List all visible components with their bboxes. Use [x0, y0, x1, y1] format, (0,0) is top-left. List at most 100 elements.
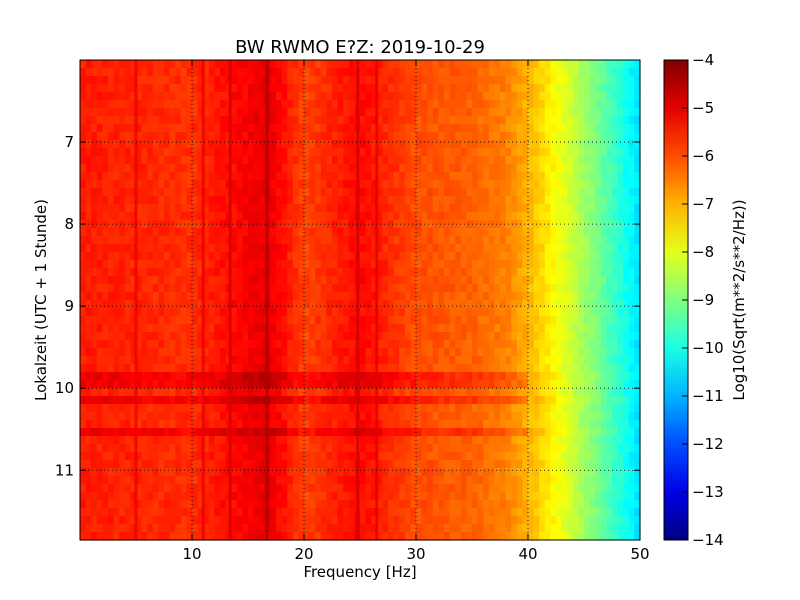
heatmap-cell: [623, 100, 630, 109]
heatmap-cell: [186, 356, 193, 365]
heatmap-cell: [628, 164, 635, 173]
heatmap-cell: [136, 292, 143, 301]
heatmap-cell: [343, 348, 350, 357]
heatmap-cell: [180, 284, 187, 293]
heatmap-cell: [80, 84, 87, 93]
heatmap-cell: [158, 124, 165, 133]
heatmap-cell: [477, 164, 484, 173]
heatmap-cell: [382, 252, 389, 261]
heatmap-cell: [130, 164, 137, 173]
heatmap-cell: [472, 60, 479, 69]
heatmap-cell: [348, 76, 355, 85]
heatmap-cell: [124, 284, 131, 293]
heatmap-cell: [438, 332, 445, 341]
heatmap-cell: [584, 252, 591, 261]
heatmap-cell: [348, 388, 355, 397]
heatmap-cell: [416, 284, 423, 293]
heatmap-cell: [281, 124, 288, 133]
heatmap-cell: [612, 444, 619, 453]
heatmap-cell: [376, 236, 383, 245]
heatmap-cell: [259, 420, 266, 429]
heatmap-cell: [550, 348, 557, 357]
heatmap-cell: [505, 388, 512, 397]
heatmap-cell: [136, 164, 143, 173]
heatmap-cell: [315, 164, 322, 173]
heatmap-cell: [388, 300, 395, 309]
heatmap-cell: [119, 412, 126, 421]
heatmap-cell: [584, 428, 591, 437]
heatmap-cell: [119, 164, 126, 173]
heatmap-cell: [365, 268, 372, 277]
heatmap-cell: [304, 364, 311, 373]
heatmap-cell: [438, 404, 445, 413]
heatmap-cell: [315, 332, 322, 341]
heatmap-cell: [550, 284, 557, 293]
heatmap-cell: [309, 132, 316, 141]
heatmap-cell: [113, 84, 120, 93]
heatmap-cell: [169, 332, 176, 341]
heatmap-cell: [617, 84, 624, 93]
heatmap-cell: [309, 148, 316, 157]
heatmap-cell: [500, 268, 507, 277]
heatmap-cell: [113, 276, 120, 285]
heatmap-cell: [360, 164, 367, 173]
heatmap-cell: [80, 140, 87, 149]
heatmap-cell: [141, 380, 148, 389]
heatmap-cell: [533, 292, 540, 301]
heatmap-cell: [158, 172, 165, 181]
heatmap-cell: [466, 300, 473, 309]
heatmap-cell: [320, 180, 327, 189]
heatmap-cell: [376, 452, 383, 461]
heatmap-cell: [96, 316, 103, 325]
heatmap-cell: [438, 388, 445, 397]
heatmap-cell: [528, 148, 535, 157]
heatmap-cell: [522, 396, 529, 405]
heatmap-cell: [539, 108, 546, 117]
heatmap-cell: [483, 172, 490, 181]
heatmap-cell: [320, 364, 327, 373]
heatmap-cell: [164, 428, 171, 437]
heatmap-cell: [259, 148, 266, 157]
heatmap-cell: [220, 84, 227, 93]
heatmap-cell: [91, 364, 98, 373]
heatmap-cell: [180, 164, 187, 173]
heatmap-cell: [220, 276, 227, 285]
heatmap-cell: [410, 452, 417, 461]
heatmap-cell: [584, 444, 591, 453]
heatmap-cell: [561, 308, 568, 317]
heatmap-cell: [309, 228, 316, 237]
heatmap-cell: [550, 380, 557, 389]
heatmap-cell: [494, 100, 501, 109]
heatmap-cell: [466, 356, 473, 365]
heatmap-cell: [404, 116, 411, 125]
heatmap-cell: [444, 452, 451, 461]
heatmap-cell: [511, 452, 518, 461]
heatmap-cell: [320, 260, 327, 269]
heatmap-cell: [220, 116, 227, 125]
heatmap-cell: [410, 268, 417, 277]
heatmap-cell: [600, 68, 607, 77]
heatmap-cell: [147, 412, 154, 421]
heatmap-cell: [326, 108, 333, 117]
heatmap-cell: [606, 148, 613, 157]
heatmap-cell: [628, 308, 635, 317]
heatmap-cell: [561, 364, 568, 373]
heatmap-cell: [623, 316, 630, 325]
heatmap-cell: [589, 116, 596, 125]
heatmap-cell: [337, 140, 344, 149]
heatmap-cell: [516, 284, 523, 293]
heatmap-cell: [600, 180, 607, 189]
heatmap-cell: [102, 260, 109, 269]
heatmap-cell: [141, 412, 148, 421]
heatmap-cell: [421, 380, 428, 389]
heatmap-cell: [472, 452, 479, 461]
heatmap-cell: [600, 380, 607, 389]
heatmap-cell: [516, 164, 523, 173]
heatmap-cell: [130, 148, 137, 157]
heatmap-cell: [483, 436, 490, 445]
heatmap-cell: [544, 260, 551, 269]
heatmap-cell: [141, 196, 148, 205]
heatmap-cell: [393, 60, 400, 69]
heatmap-cell: [91, 60, 98, 69]
heatmap-cell: [584, 244, 591, 253]
